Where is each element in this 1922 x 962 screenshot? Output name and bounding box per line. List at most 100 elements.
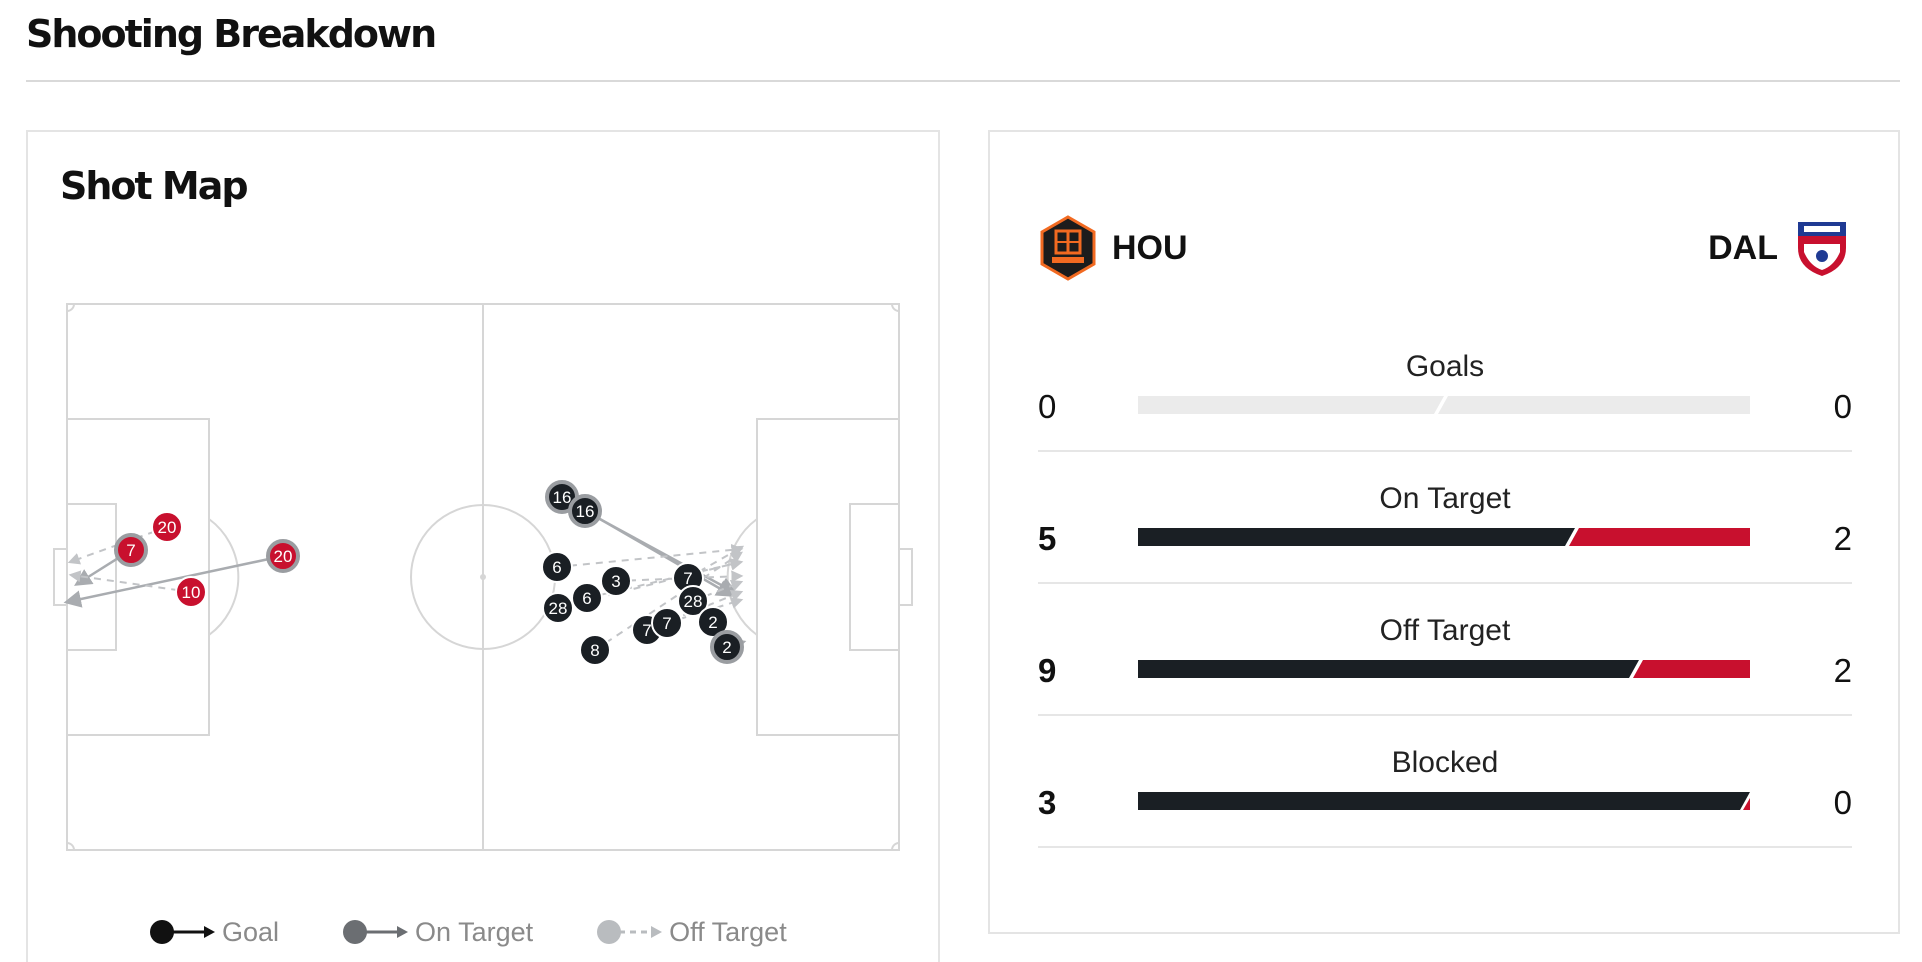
- corner-arc: [891, 842, 900, 851]
- on-target-legend-icon: [343, 920, 409, 944]
- shot-player-number: 20: [274, 547, 293, 566]
- home-bar-segment: [1138, 528, 1575, 546]
- stat-label: Blocked: [1391, 746, 1499, 779]
- away-bar-segment: [1633, 660, 1750, 678]
- away-shot-marker[interactable]: 10: [175, 576, 207, 608]
- shot-map-title: Shot Map: [60, 164, 249, 208]
- away-shot-marker[interactable]: 7: [114, 533, 148, 567]
- shot-player-number: 2: [722, 638, 731, 657]
- shot-dot: [697, 606, 729, 638]
- off-target-legend-icon: [597, 920, 663, 944]
- home-bar-segment: [1138, 660, 1639, 678]
- home-shot-path: [556, 543, 744, 568]
- home-shot-marker[interactable]: 2: [697, 606, 729, 638]
- section-title: Shooting Breakdown: [26, 12, 437, 56]
- home-stat-value: 0: [1038, 388, 1057, 425]
- on-target-comparison-bar: [1138, 528, 1750, 546]
- shot-dot: [571, 582, 603, 614]
- blocked-comparison-bar: [1138, 792, 1750, 810]
- right-penalty-area: [756, 418, 900, 736]
- shot-dot: [542, 592, 574, 624]
- legend-goal: Goal: [148, 917, 279, 948]
- away-bar-segment: [1569, 528, 1750, 546]
- home-bar-segment: [1138, 396, 1444, 414]
- stat-label: Goals: [1405, 350, 1485, 383]
- houston-dynamo-logo: [1040, 215, 1096, 281]
- home-shot-path: [687, 545, 745, 579]
- stat-label: On Target: [1379, 482, 1511, 515]
- shot-dot: [568, 494, 602, 528]
- shot-player-number: 16: [553, 488, 572, 507]
- home-bar-segment: [1138, 792, 1750, 810]
- center-spot: [480, 574, 486, 580]
- shot-player-number: 6: [582, 589, 591, 608]
- shot-player-number: 7: [126, 541, 135, 560]
- shot-map-card: Shot Map 7 2: [26, 130, 940, 962]
- corner-arc: [66, 842, 75, 851]
- home-shot-path: [692, 579, 744, 602]
- away-bar-segment: [1743, 798, 1750, 810]
- shot-player-number: 20: [158, 518, 177, 537]
- home-shot-path: [594, 551, 743, 651]
- stat-row-goals: Goals 0 0: [1038, 320, 1852, 452]
- stat-row-blocked: Blocked 3 0: [1038, 716, 1852, 848]
- shot-player-number: 28: [549, 599, 568, 618]
- home-shot-marker[interactable]: 6: [571, 582, 603, 614]
- left-goal-area: [66, 503, 117, 651]
- right-goal-area: [849, 503, 900, 651]
- home-shot-marker[interactable]: 7: [651, 607, 683, 639]
- home-shot-path: [615, 570, 744, 583]
- shot-player-number: 6: [552, 558, 561, 577]
- stat-label: Off Target: [1379, 614, 1511, 647]
- home-shot-marker[interactable]: 6: [541, 551, 573, 583]
- shot-player-number: 7: [642, 621, 651, 640]
- section-divider: [26, 80, 1900, 82]
- home-team-abbr: HOU: [1112, 228, 1188, 267]
- shot-map-legend: Goal On Target Off Target: [148, 912, 849, 952]
- shot-dot: [579, 634, 611, 666]
- right-penalty-arc: [726, 518, 758, 636]
- away-stat-value: 2: [1833, 520, 1852, 557]
- shot-player-number: 10: [182, 583, 201, 602]
- shot-dot: [710, 630, 744, 664]
- shot-dot: [541, 551, 573, 583]
- home-shot-marker[interactable]: 28: [542, 592, 574, 624]
- right-goal: [898, 548, 913, 606]
- shot-player-number: 8: [590, 641, 599, 660]
- left-goal: [53, 548, 68, 606]
- home-shot-marker[interactable]: 3: [600, 565, 632, 597]
- off-target-comparison-bar: [1138, 660, 1750, 678]
- away-shot-marker[interactable]: 20: [266, 539, 300, 573]
- shot-player-number: 28: [684, 592, 703, 611]
- shot-dot: [677, 585, 709, 617]
- away-team-abbr: DAL: [1708, 228, 1778, 267]
- corner-arc: [66, 303, 75, 312]
- legend-label: On Target: [415, 916, 534, 947]
- home-stat-value: 5: [1038, 520, 1057, 557]
- shot-player-number: 3: [611, 572, 620, 591]
- shot-player-number: 7: [683, 569, 692, 588]
- shot-dot: [151, 511, 183, 543]
- home-shot-path: [584, 509, 738, 594]
- stat-row-off-target: Off Target 9 2: [1038, 584, 1852, 716]
- shot-dot: [114, 533, 148, 567]
- home-shot-marker[interactable]: 16: [568, 494, 602, 528]
- away-team: DAL: [1708, 210, 1850, 286]
- stat-row-on-target: On Target 5 2: [1038, 452, 1852, 584]
- home-shot-marker[interactable]: 2: [710, 630, 744, 664]
- away-stat-value: 0: [1833, 784, 1852, 821]
- legend-on-target: On Target: [341, 917, 533, 948]
- away-stat-value: 2: [1833, 652, 1852, 689]
- home-shot-marker[interactable]: 28: [677, 585, 709, 617]
- shot-dot: [600, 565, 632, 597]
- home-stat-value: 3: [1038, 784, 1057, 821]
- away-shot-marker[interactable]: 20: [151, 511, 183, 543]
- shot-player-number: 16: [576, 502, 595, 521]
- left-penalty-arc: [208, 518, 240, 636]
- shot-player-number: 2: [708, 613, 717, 632]
- away-shot-path: [67, 526, 168, 565]
- legend-label: Goal: [222, 916, 280, 947]
- away-shot-path: [63, 554, 284, 608]
- home-shot-marker[interactable]: 8: [579, 634, 611, 666]
